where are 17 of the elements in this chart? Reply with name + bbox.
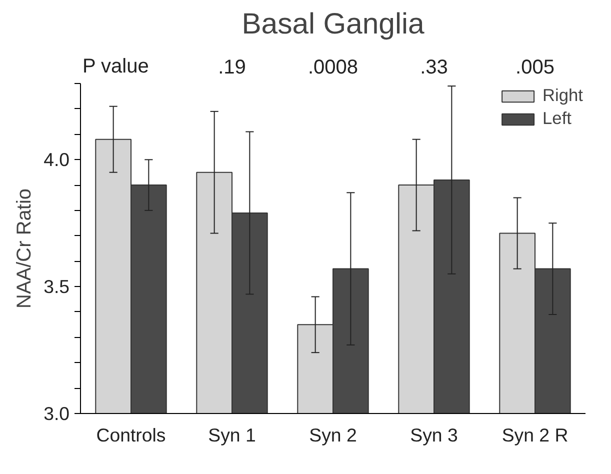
text: .005 (516, 56, 554, 78)
legend-label: Right (542, 85, 583, 106)
y-tick-label: 4.0 (44, 149, 70, 170)
x-tick-label: Syn 2 R (502, 424, 568, 446)
y-tick-label: 3.0 (44, 403, 70, 424)
legend-label: Left (542, 108, 572, 129)
x-tick-label: Syn 3 (410, 424, 458, 446)
y-axis-title: NAA/Cr Ratio (14, 188, 36, 309)
x-tick-label: Syn 2 (309, 424, 357, 446)
y-tick-label: 3.5 (44, 276, 70, 298)
x-tick-label: Syn 1 (208, 424, 256, 446)
text: .33 (420, 56, 448, 78)
x-tick-label: Controls (96, 424, 166, 446)
text: .19 (218, 56, 246, 78)
text: P value (82, 56, 149, 78)
text: .0008 (308, 56, 358, 78)
chart-title: Basal Ganglia (242, 8, 425, 40)
